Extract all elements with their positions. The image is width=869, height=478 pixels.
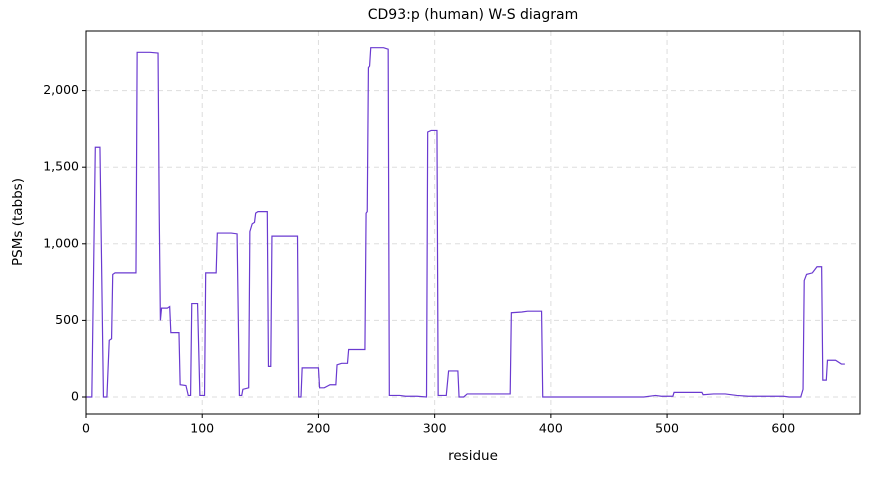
y-axis-label: PSMs (tabbs) [10,178,26,266]
x-tick-label: 0 [82,421,90,436]
y-tick-label: 1,500 [43,159,79,174]
x-tick-label: 500 [655,421,679,436]
y-tick-label: 1,000 [43,235,79,250]
x-tick-label: 600 [771,421,795,436]
data-line [86,47,845,398]
chart-title: CD93:p (human) W-S diagram [368,7,579,23]
plot-frame [85,30,861,415]
x-tick-label: 200 [307,421,331,436]
y-tick-label: 500 [55,312,79,327]
x-tick-label: 400 [539,421,563,436]
y-tick-label: 2,000 [43,82,79,97]
x-axis-label: residue [448,448,498,464]
y-tick-label: 0 [71,388,79,403]
x-tick-label: 300 [423,421,447,436]
x-tick-label: 100 [190,421,214,436]
